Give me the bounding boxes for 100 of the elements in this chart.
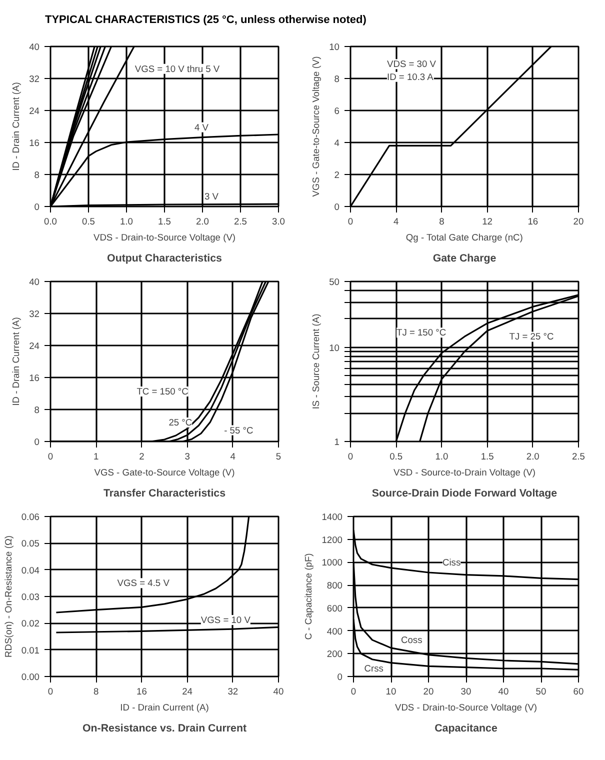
x-tick-label: 2.5 <box>234 216 247 226</box>
x-tick-label: 0 <box>348 452 354 462</box>
x-tick-label: 10 <box>386 686 396 696</box>
text: On-Resistance vs. Drain Current <box>82 722 247 734</box>
x-tick-label: 12 <box>482 216 493 226</box>
y-tick-label: 40 <box>29 42 40 52</box>
y-tick-label: 0.01 <box>21 645 40 656</box>
y-tick-label: 24 <box>29 341 40 351</box>
y-axis-title: RDS(on) - On-Resistance (Ω) <box>3 535 14 658</box>
x-axis-title: VGS - Gate-to-Source Voltage (V) <box>94 468 235 478</box>
y-tick-label: 0 <box>337 672 343 682</box>
text: TYPICAL CHARACTERISTICS (25 °C, unless otherwise noted) <box>45 13 366 28</box>
x-axis-title: VDS - Drain-to-Source Voltage (V) <box>93 232 236 242</box>
series-label: TJ = 25 °C <box>509 332 554 342</box>
y-tick-label: 8 <box>34 170 40 180</box>
y-tick-label: 200 <box>326 649 343 660</box>
series-label: 4 V <box>194 122 210 132</box>
x-tick-label: 32 <box>228 686 238 696</box>
x-tick-label: 1.5 <box>480 452 494 462</box>
x-tick-label: 4 <box>394 216 399 226</box>
y-tick-label: 0.06 <box>21 512 40 522</box>
y-tick-label: 600 <box>326 603 343 614</box>
series-label: Ciss <box>442 558 461 568</box>
y-axis-title: VGS - Gate-to-Source Voltage (V) <box>311 56 322 197</box>
y-tick-label: 32 <box>29 309 40 319</box>
x-tick-label: 20 <box>573 216 584 226</box>
x-tick-label: 3.0 <box>272 216 285 226</box>
y-tick-label: 0.03 <box>21 592 40 602</box>
text: Gate Charge <box>432 252 496 264</box>
y-tick-label: 8 <box>34 405 40 415</box>
x-axis-title: Qg - Total Gate Charge (nC) <box>406 232 523 242</box>
annotation: VGS = 10 V thru 5 V <box>134 64 220 74</box>
y-tick-label: 10 <box>329 342 340 353</box>
y-axis-title: C - Capacitance (pF) <box>304 553 314 640</box>
x-tick-label: 0 <box>350 686 356 696</box>
y-tick-label: 0.04 <box>21 565 40 576</box>
annotation: ID = 10.3 A <box>386 72 434 82</box>
series-label: TJ = 150 °C <box>396 328 446 338</box>
x-tick-label: 3 <box>184 452 190 462</box>
x-tick-label: 0 <box>48 686 54 696</box>
x-tick-label: 1.0 <box>120 216 133 226</box>
text: Output Characteristics <box>107 252 222 264</box>
series-label: VGS = 4.5 V <box>117 578 170 588</box>
x-tick-label: 2 <box>139 452 144 462</box>
y-tick-label: 0.00 <box>21 672 40 682</box>
text: TC = 150 °C <box>136 386 189 396</box>
y-tick-label: 16 <box>29 138 40 148</box>
y-tick-label: 800 <box>326 580 343 591</box>
y-tick-label: 16 <box>29 373 40 383</box>
x-tick-label: 1.0 <box>435 452 448 462</box>
x-tick-label: 0.5 <box>390 452 403 462</box>
x-tick-label: 2.0 <box>196 216 209 226</box>
y-tick-label: 24 <box>29 106 40 116</box>
y-tick-label: 2 <box>334 170 340 180</box>
text: Source-Drain Diode Forward Voltage <box>372 488 558 500</box>
y-tick-label: 10 <box>329 42 340 52</box>
y-tick-label: 40 <box>29 277 40 287</box>
x-axis-title: ID - Drain Current (A) <box>120 702 209 712</box>
text: Capacitance <box>434 722 498 734</box>
y-tick-label: 0.02 <box>21 618 40 629</box>
y-axis-title: ID - Drain Current (A) <box>11 317 22 406</box>
x-tick-label: 0.0 <box>44 216 57 226</box>
x-tick-label: 0 <box>48 452 54 462</box>
x-tick-label: 16 <box>136 686 147 696</box>
x-tick-label: 50 <box>536 686 546 696</box>
y-tick-label: 1200 <box>322 534 343 545</box>
x-tick-label: 2.5 <box>572 452 585 462</box>
x-tick-label: 20 <box>423 686 434 696</box>
y-tick-label: 0.05 <box>21 538 40 549</box>
x-tick-label: 1 <box>94 452 99 462</box>
x-tick-label: 24 <box>182 686 193 696</box>
series-label: Crss <box>364 663 384 674</box>
y-tick-label: 400 <box>326 626 343 636</box>
y-tick-label: 0 <box>34 202 40 212</box>
y-axis-title: ID - Drain Current (A) <box>11 82 22 171</box>
x-tick-label: 2.0 <box>526 452 540 462</box>
series-label: VGS = 10 V <box>200 615 252 626</box>
x-tick-label: 40 <box>498 686 509 696</box>
annotation: VDS = 30 V <box>386 59 437 70</box>
x-tick-label: 0.5 <box>82 216 95 226</box>
y-axis-title: IS - Source Current (A) <box>311 314 322 410</box>
x-tick-label: 60 <box>573 686 584 696</box>
y-tick-label: 8 <box>334 74 340 84</box>
x-axis-title: VSD - Source-to-Drain Voltage (V) <box>393 468 536 478</box>
y-tick-label: 0 <box>334 202 340 212</box>
y-tick-label: 0 <box>34 437 40 447</box>
x-tick-label: 16 <box>528 216 538 226</box>
x-tick-label: 4 <box>230 452 236 462</box>
y-tick-label: 50 <box>329 277 340 287</box>
y-tick-label: 1 <box>334 437 340 447</box>
x-axis-title: VDS - Drain-to-Source Voltage (V) <box>394 702 538 712</box>
y-tick-label: 1400 <box>322 512 343 522</box>
x-tick-label: 1.5 <box>158 216 171 226</box>
x-tick-label: 5 <box>276 452 282 462</box>
x-tick-label: 8 <box>439 216 444 226</box>
x-tick-label: 30 <box>460 686 472 696</box>
y-tick-label: 6 <box>334 106 340 116</box>
y-tick-label: 1000 <box>322 558 343 568</box>
text: Transfer Characteristics <box>103 488 226 500</box>
y-tick-label: 32 <box>29 74 40 84</box>
